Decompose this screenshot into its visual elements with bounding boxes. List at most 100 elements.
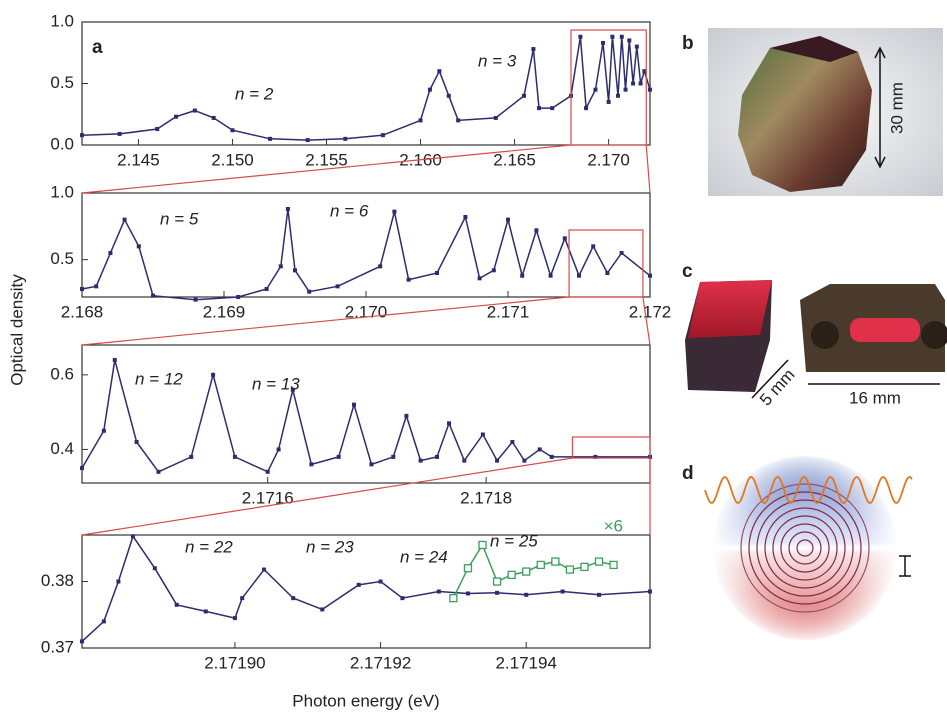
- data-point: [537, 447, 542, 452]
- zoom-line: [645, 144, 651, 194]
- plot-frame: [81, 344, 651, 484]
- data-point: [276, 447, 281, 452]
- x-tick-label: 2.1718: [460, 488, 512, 507]
- data-point: [495, 458, 500, 463]
- data-point: [549, 454, 554, 459]
- data-point: [392, 209, 397, 214]
- data-point: [463, 215, 468, 219]
- data-point: [648, 589, 652, 594]
- x-tick-label: 2.169: [203, 302, 246, 321]
- data-point: [478, 540, 487, 550]
- zoom-box: [568, 229, 644, 298]
- data-point: [524, 592, 529, 597]
- data-point: [406, 277, 411, 282]
- data-point: [600, 40, 605, 45]
- data-point: [507, 570, 516, 580]
- data-point: [262, 567, 267, 572]
- data-point: [648, 273, 652, 278]
- data-point: [134, 439, 139, 444]
- data-point: [116, 579, 121, 584]
- data-point: [619, 251, 624, 255]
- data-point: [593, 87, 598, 92]
- data-point: [336, 454, 341, 459]
- data-point: [435, 454, 439, 459]
- data-point: [174, 602, 179, 607]
- annotation: n = 23: [306, 537, 354, 556]
- data-point: [335, 284, 340, 289]
- data-point: [189, 454, 194, 459]
- annotation: n = 25: [490, 531, 538, 550]
- y-tick-label: 1.0: [50, 182, 74, 201]
- screw: [811, 321, 839, 349]
- y-tick-label: 0.5: [50, 249, 74, 268]
- data-point: [117, 131, 122, 136]
- data-point: [492, 577, 502, 586]
- data-point: [594, 557, 604, 566]
- data-point: [531, 47, 536, 52]
- data-point: [404, 413, 409, 418]
- data-point: [437, 69, 442, 74]
- data-point: [285, 207, 290, 211]
- data-point: [101, 428, 106, 433]
- data-point: [447, 421, 452, 426]
- data-point: [436, 589, 441, 594]
- data-point: [203, 609, 208, 614]
- x-tick-label: 2.170: [345, 302, 388, 321]
- data-point: [343, 136, 348, 141]
- data-point: [463, 564, 473, 573]
- data-point: [634, 44, 639, 49]
- arrow-heads: [874, 46, 886, 169]
- data-point: [305, 138, 310, 143]
- data-point: [193, 297, 198, 302]
- data-point: [240, 596, 245, 601]
- data-point: [593, 454, 598, 459]
- annotation: n = 5: [160, 209, 199, 228]
- x-tick-label: 2.165: [493, 150, 536, 169]
- data-point: [648, 87, 652, 92]
- data-point: [616, 93, 621, 98]
- screw: [921, 321, 947, 349]
- data-point: [112, 357, 117, 362]
- y-tick-label: 0.6: [50, 364, 74, 383]
- data-point: [550, 106, 555, 111]
- y-tick-label: 0.0: [50, 134, 74, 153]
- data-point: [536, 560, 545, 570]
- data-point: [627, 38, 632, 43]
- data-point: [562, 236, 567, 241]
- data-point: [351, 402, 356, 407]
- data-point: [591, 244, 596, 249]
- dimension-label: 30 mm: [887, 82, 906, 134]
- zoom-line: [642, 296, 651, 346]
- data-point: [577, 273, 581, 278]
- data-point: [619, 34, 624, 39]
- data-point: [278, 264, 283, 269]
- data-point: [307, 289, 312, 294]
- data-point: [80, 466, 84, 471]
- data-point: [369, 462, 374, 467]
- annotation: n = 24: [400, 547, 448, 566]
- data-point: [155, 127, 160, 132]
- data-point: [638, 81, 643, 86]
- data-point: [477, 276, 482, 281]
- series-line: [81, 36, 651, 141]
- bracket: [899, 555, 911, 577]
- data-point: [631, 81, 636, 86]
- zoom-line: [81, 296, 570, 346]
- data-point: [400, 596, 405, 601]
- panel-label: d: [682, 463, 694, 484]
- data-point: [521, 93, 526, 98]
- annotation: n = 22: [185, 537, 233, 556]
- data-point: [211, 115, 216, 120]
- data-point: [435, 271, 439, 275]
- x-tick-label: 2.171: [487, 302, 530, 321]
- data-point: [565, 565, 575, 574]
- x-tick-label: 2.155: [305, 150, 348, 169]
- data-point: [427, 87, 432, 92]
- crystal-facet: [770, 36, 858, 62]
- zoom-line: [81, 144, 572, 194]
- fade: [710, 453, 900, 643]
- data-point: [506, 217, 510, 222]
- y-axis-title: Optical density: [7, 274, 26, 386]
- x-tick-label: 2.1716: [242, 488, 294, 507]
